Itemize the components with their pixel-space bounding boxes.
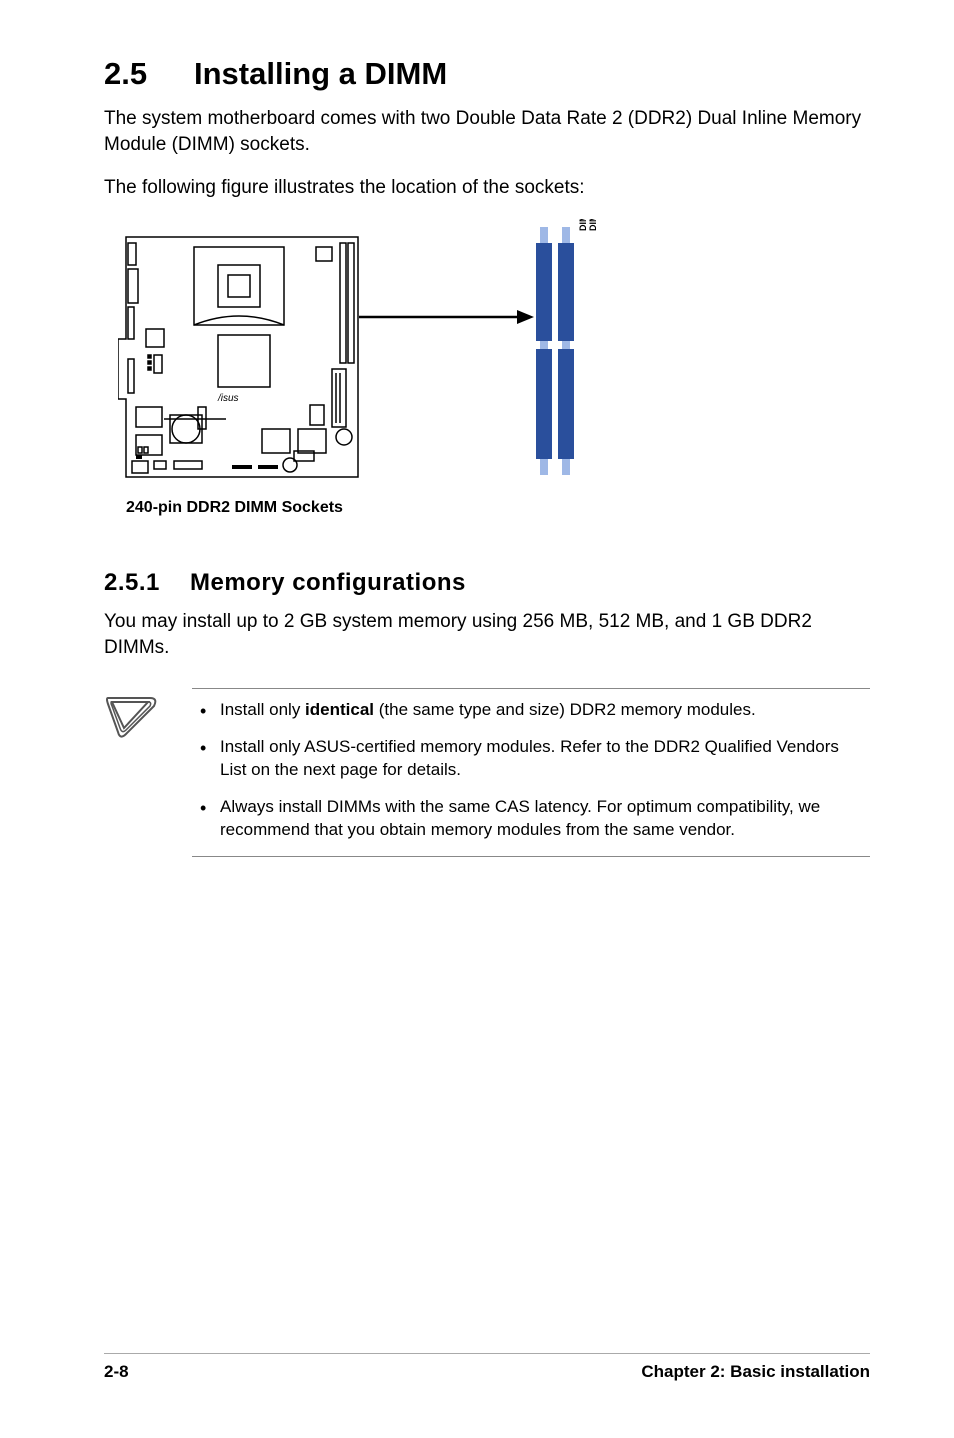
section-title: 2.5Installing a DIMM <box>104 56 870 92</box>
note1-suffix: (the same type and size) DDR2 memory mod… <box>374 700 756 719</box>
chapter-label: Chapter 2: Basic installation <box>641 1362 870 1382</box>
page-number: 2-8 <box>104 1362 129 1382</box>
intro-paragraph-1: The system motherboard comes with two Do… <box>104 106 870 157</box>
dimm1-label: DIMM1 <box>578 219 588 231</box>
subsection-number: 2.5.1 <box>104 569 190 597</box>
note1-bold: identical <box>305 700 374 719</box>
subsection-body: You may install up to 2 GB system memory… <box>104 609 870 660</box>
motherboard-diagram: /isus <box>118 229 373 489</box>
subsection-title-text: Memory configurations <box>190 569 466 596</box>
note-bullet-2: Install only ASUS-certified memory modul… <box>192 736 862 782</box>
section-number: 2.5 <box>104 56 194 92</box>
dimm-figure: /isus DIMM1 <box>104 219 870 539</box>
figure-caption: 240-pin DDR2 DIMM Sockets <box>126 499 343 517</box>
note-content: Install only identical (the same type an… <box>192 688 870 857</box>
note-bullet-3: Always install DIMMs with the same CAS l… <box>192 796 862 842</box>
page-footer: 2-8 Chapter 2: Basic installation <box>104 1353 870 1382</box>
dimm2-label: DIMM2 <box>588 219 598 231</box>
intro-paragraph-2: The following figure illustrates the loc… <box>104 175 870 201</box>
note1-prefix: Install only <box>220 700 305 719</box>
note-block: Install only identical (the same type an… <box>104 688 870 857</box>
svg-text:/isus: /isus <box>217 393 239 404</box>
arrow-icon <box>359 307 534 327</box>
note-icon <box>104 688 192 743</box>
note-bullet-1: Install only identical (the same type an… <box>192 699 862 722</box>
section-title-text: Installing a DIMM <box>194 56 447 91</box>
dimm-sockets-diagram: DIMM1 DIMM2 <box>536 219 646 489</box>
subsection-title: 2.5.1Memory configurations <box>104 569 870 597</box>
